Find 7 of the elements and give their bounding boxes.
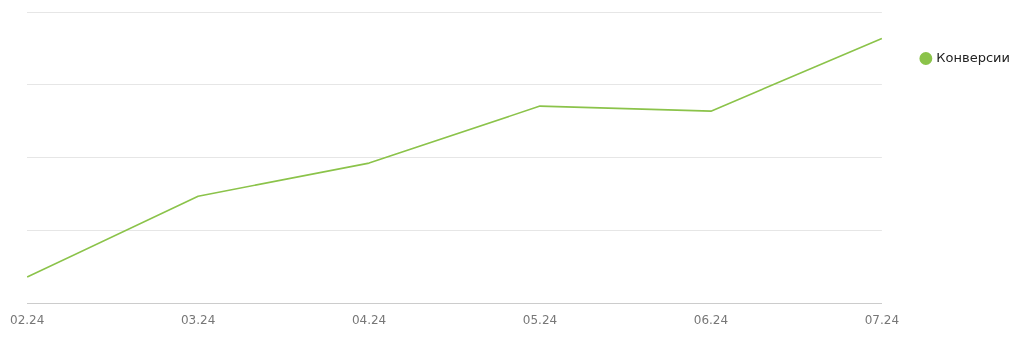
x-tick-label: 02.24	[10, 312, 45, 327]
x-tick-label: 07.24	[864, 312, 900, 327]
x-tick-label: 06.24	[693, 312, 729, 327]
x-tick-label: 03.24	[180, 312, 216, 327]
legend-label: Конверсии	[936, 49, 1010, 65]
x-tick-label: 04.24	[351, 312, 387, 327]
x-tick-label: 05.24	[522, 312, 558, 327]
